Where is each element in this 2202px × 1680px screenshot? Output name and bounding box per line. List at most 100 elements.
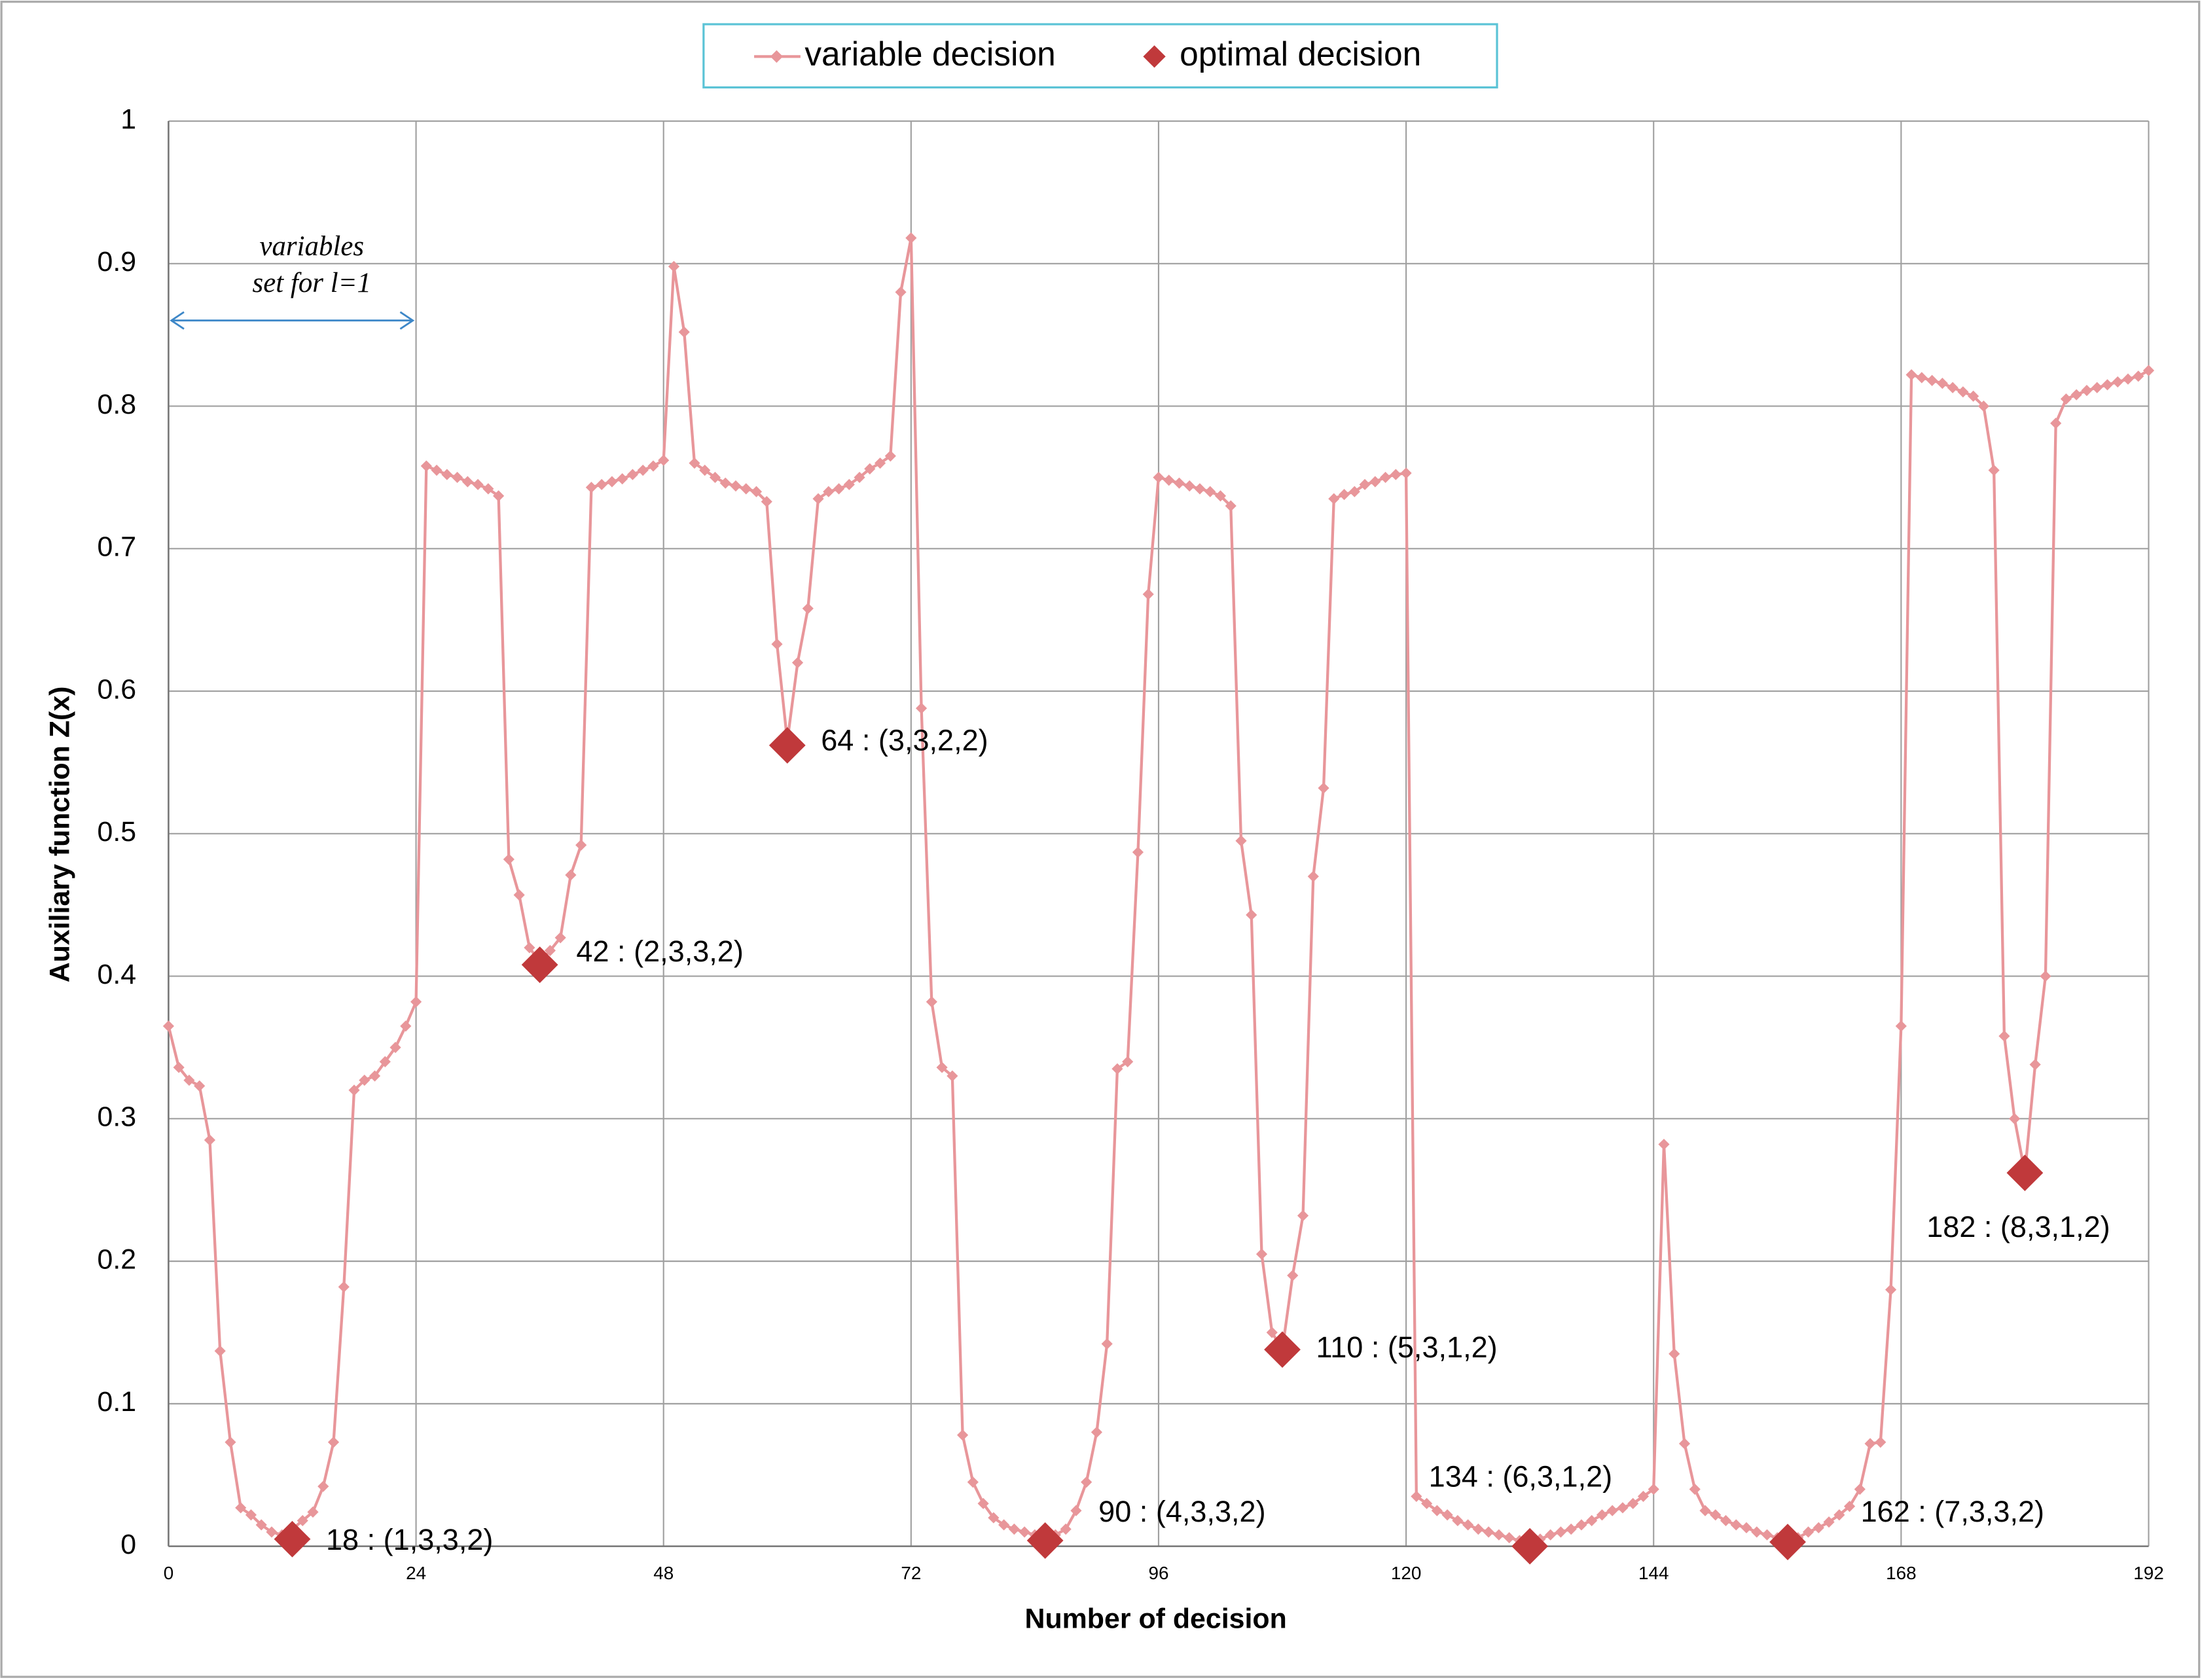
point-marker bbox=[1091, 1426, 1103, 1439]
point-marker bbox=[750, 486, 763, 497]
point-marker bbox=[2142, 365, 2155, 376]
point-marker bbox=[410, 996, 422, 1008]
point-marker bbox=[1813, 1522, 1824, 1533]
point-marker bbox=[596, 478, 607, 490]
point-marker bbox=[1328, 493, 1340, 505]
y-tick-label: 0.3 bbox=[97, 1101, 136, 1133]
point-marker bbox=[1802, 1526, 1814, 1538]
point-marker bbox=[823, 486, 835, 497]
point-marker bbox=[1648, 1483, 1659, 1495]
point-marker bbox=[1359, 478, 1371, 490]
point-marker bbox=[493, 490, 505, 502]
y-tick-label: 0.5 bbox=[97, 816, 136, 848]
point-marker bbox=[317, 1480, 329, 1492]
point-marker bbox=[554, 932, 566, 944]
y-tick-label: 1 bbox=[120, 103, 136, 135]
annotation: set for l=1 bbox=[253, 268, 371, 298]
point-marker bbox=[441, 469, 453, 480]
point-marker bbox=[1905, 369, 1917, 381]
point-marker bbox=[389, 1041, 401, 1054]
point-marker bbox=[689, 457, 700, 469]
point-marker bbox=[1194, 483, 1206, 495]
data-label: 110 : (5,3,1,2) bbox=[1316, 1331, 1498, 1364]
x-tick-label: 48 bbox=[653, 1563, 674, 1583]
point-marker bbox=[1163, 474, 1175, 486]
point-marker bbox=[1338, 488, 1350, 501]
data-label: 18 : (1,3,3,2) bbox=[326, 1523, 493, 1556]
point-marker bbox=[1153, 471, 1164, 484]
legend-label: variable decision bbox=[804, 35, 1055, 73]
point-marker bbox=[2091, 382, 2103, 393]
x-tick-label: 120 bbox=[1391, 1563, 1422, 1583]
point-marker bbox=[307, 1506, 319, 1518]
point-marker bbox=[348, 1084, 360, 1096]
legend-label: optimal decision bbox=[1180, 35, 1421, 73]
annotation: variables bbox=[259, 231, 364, 262]
point-marker bbox=[2112, 376, 2123, 388]
legend-swatch bbox=[1143, 45, 1166, 68]
point-marker bbox=[854, 471, 865, 484]
point-marker bbox=[1761, 1529, 1773, 1541]
point-marker bbox=[452, 471, 463, 484]
point-marker bbox=[1348, 486, 1360, 497]
point-marker bbox=[833, 483, 845, 495]
point-marker bbox=[606, 476, 618, 488]
point-marker bbox=[1173, 477, 1185, 489]
point-marker bbox=[379, 1056, 391, 1067]
y-tick-label: 0.1 bbox=[97, 1386, 136, 1418]
data-label: 64 : (3,3,2,2) bbox=[821, 723, 988, 757]
point-marker bbox=[1472, 1523, 1484, 1535]
point-marker bbox=[2009, 1113, 2021, 1124]
x-tick-label: 144 bbox=[1638, 1563, 1669, 1583]
point-marker bbox=[1421, 1497, 1433, 1509]
point-marker bbox=[585, 482, 597, 493]
point-marker bbox=[1957, 386, 1969, 398]
y-tick-label: 0.9 bbox=[97, 246, 136, 277]
point-marker bbox=[916, 702, 928, 714]
point-marker bbox=[1895, 1020, 1907, 1032]
point-marker bbox=[1606, 1505, 1618, 1516]
x-tick-label: 0 bbox=[164, 1563, 174, 1583]
point-marker bbox=[1926, 374, 1938, 386]
legend-box bbox=[702, 23, 1498, 89]
point-marker bbox=[926, 996, 937, 1008]
point-marker bbox=[617, 473, 628, 485]
point-marker bbox=[2060, 393, 2072, 405]
point-marker bbox=[1287, 1270, 1299, 1281]
optimal-marker bbox=[768, 726, 806, 764]
x-tick-label: 192 bbox=[2133, 1563, 2164, 1583]
point-marker bbox=[626, 469, 639, 480]
point-marker bbox=[1266, 1327, 1278, 1338]
point-marker bbox=[1689, 1483, 1701, 1495]
point-marker bbox=[864, 463, 876, 474]
point-marker bbox=[214, 1345, 226, 1357]
x-axis-title: Number of decision bbox=[1024, 1603, 1286, 1635]
data-label: 162 : (7,3,3,2) bbox=[1861, 1495, 2044, 1528]
point-marker bbox=[327, 1437, 340, 1448]
data-label: 90 : (4,3,3,2) bbox=[1098, 1495, 1265, 1528]
x-tick-label: 168 bbox=[1886, 1563, 1917, 1583]
point-marker bbox=[1936, 378, 1948, 389]
point-marker bbox=[658, 454, 670, 466]
point-marker bbox=[1070, 1505, 1082, 1516]
point-marker bbox=[637, 464, 649, 476]
point-marker bbox=[1627, 1497, 1639, 1509]
y-tick-label: 0.8 bbox=[97, 389, 136, 420]
optimal-marker bbox=[1026, 1522, 1064, 1559]
y-tick-label: 0.6 bbox=[97, 673, 136, 705]
point-marker bbox=[761, 495, 772, 508]
point-marker bbox=[1204, 486, 1216, 497]
x-tick-label: 24 bbox=[406, 1563, 426, 1583]
point-marker bbox=[1483, 1526, 1494, 1538]
point-marker bbox=[730, 480, 742, 492]
point-marker bbox=[400, 1020, 412, 1032]
legend-swatch bbox=[770, 50, 784, 63]
point-marker bbox=[235, 1502, 247, 1514]
point-marker bbox=[503, 853, 514, 865]
point-marker bbox=[895, 286, 907, 298]
point-marker bbox=[369, 1070, 381, 1082]
y-tick-label: 0.7 bbox=[97, 531, 136, 563]
point-marker bbox=[843, 478, 855, 490]
